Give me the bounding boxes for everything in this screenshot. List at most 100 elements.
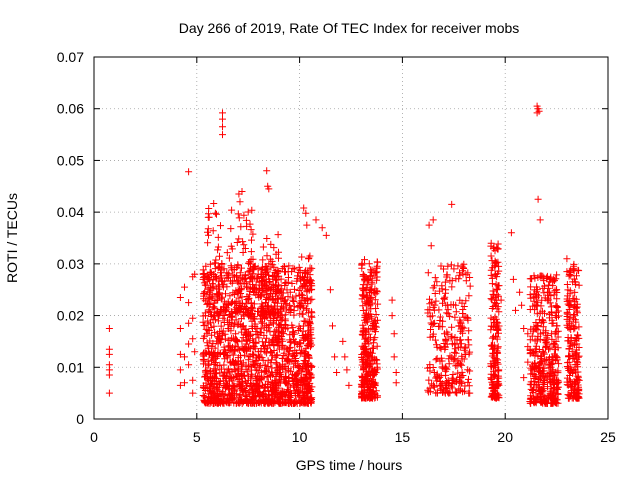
x-tick-label: 20 <box>497 429 513 445</box>
data-point <box>281 317 289 325</box>
data-point <box>494 343 502 351</box>
data-point <box>457 374 465 381</box>
data-point <box>211 259 219 267</box>
data-point <box>234 262 242 270</box>
data-point <box>436 382 444 390</box>
x-tick-label: 0 <box>90 429 98 445</box>
data-point <box>359 373 367 381</box>
data-point <box>288 280 296 287</box>
data-point <box>461 344 469 352</box>
data-point <box>283 357 291 365</box>
data-point <box>202 262 210 270</box>
data-point <box>362 306 370 314</box>
data-point <box>371 334 379 342</box>
data-point <box>368 274 376 282</box>
data-point <box>272 250 280 258</box>
data-point <box>268 383 276 391</box>
data-point <box>507 229 515 237</box>
data-point <box>545 345 552 353</box>
data-point <box>216 328 224 336</box>
data-point <box>455 275 463 283</box>
data-point <box>571 288 579 296</box>
data-point <box>249 335 257 343</box>
data-point <box>329 322 336 330</box>
data-point <box>289 328 297 336</box>
data-point <box>301 269 309 277</box>
data-point <box>263 326 271 334</box>
data-point <box>206 385 214 393</box>
data-point <box>185 319 193 327</box>
data-point <box>365 297 373 304</box>
data-point <box>432 389 440 397</box>
data-point <box>540 277 548 285</box>
data-point <box>551 312 559 319</box>
data-point <box>293 277 301 285</box>
data-point <box>545 291 553 299</box>
data-point <box>210 200 218 207</box>
data-point <box>176 325 184 332</box>
data-point <box>281 363 289 371</box>
data-point <box>545 364 553 372</box>
data-point <box>300 204 308 212</box>
data-point <box>299 364 307 372</box>
data-point <box>459 264 467 272</box>
data-point <box>244 208 252 216</box>
data-point <box>257 318 265 326</box>
data-point <box>244 309 251 316</box>
data-point <box>273 360 281 368</box>
data-point <box>252 356 260 364</box>
data-point <box>290 353 298 360</box>
data-point <box>358 259 366 267</box>
data-point <box>366 301 374 309</box>
data-point <box>446 312 454 320</box>
data-point <box>457 318 465 326</box>
data-point <box>458 323 466 331</box>
data-point <box>372 328 379 336</box>
data-point <box>273 295 281 303</box>
data-point <box>202 312 209 320</box>
data-point <box>563 297 571 305</box>
data-point <box>538 296 546 304</box>
data-point <box>230 322 238 330</box>
x-axis-label: GPS time / hours <box>296 457 403 473</box>
data-point <box>465 292 473 300</box>
data-point <box>233 336 240 344</box>
data-point <box>565 272 573 280</box>
data-point <box>459 310 467 317</box>
data-point <box>461 387 468 395</box>
data-point <box>232 359 240 367</box>
data-point <box>541 377 548 384</box>
data-point <box>365 260 373 268</box>
data-point <box>279 392 286 400</box>
data-point <box>563 268 571 276</box>
data-point <box>551 372 558 380</box>
data-point <box>361 335 369 343</box>
data-point <box>491 263 499 271</box>
y-axis-label: ROTI / TECUs <box>4 193 20 283</box>
data-point <box>223 382 230 390</box>
data-point <box>362 318 370 326</box>
data-point <box>267 285 275 293</box>
data-point <box>254 348 262 356</box>
data-point <box>230 266 238 273</box>
data-point <box>236 286 243 294</box>
data-point <box>359 321 367 329</box>
data-point <box>220 343 228 351</box>
data-point <box>230 346 238 354</box>
data-point <box>493 305 501 313</box>
data-point <box>462 271 470 279</box>
data-point <box>466 348 474 356</box>
data-point <box>466 282 474 290</box>
data-point <box>434 374 442 382</box>
data-point <box>371 296 379 304</box>
data-point <box>431 336 439 344</box>
y-tick-label: 0.02 <box>57 308 84 324</box>
data-point <box>531 286 539 294</box>
data-point <box>432 356 440 364</box>
data-point <box>217 222 224 230</box>
data-point <box>214 333 222 341</box>
data-point <box>275 282 283 290</box>
data-point <box>293 370 301 378</box>
data-point <box>239 249 247 256</box>
data-point <box>229 351 237 359</box>
